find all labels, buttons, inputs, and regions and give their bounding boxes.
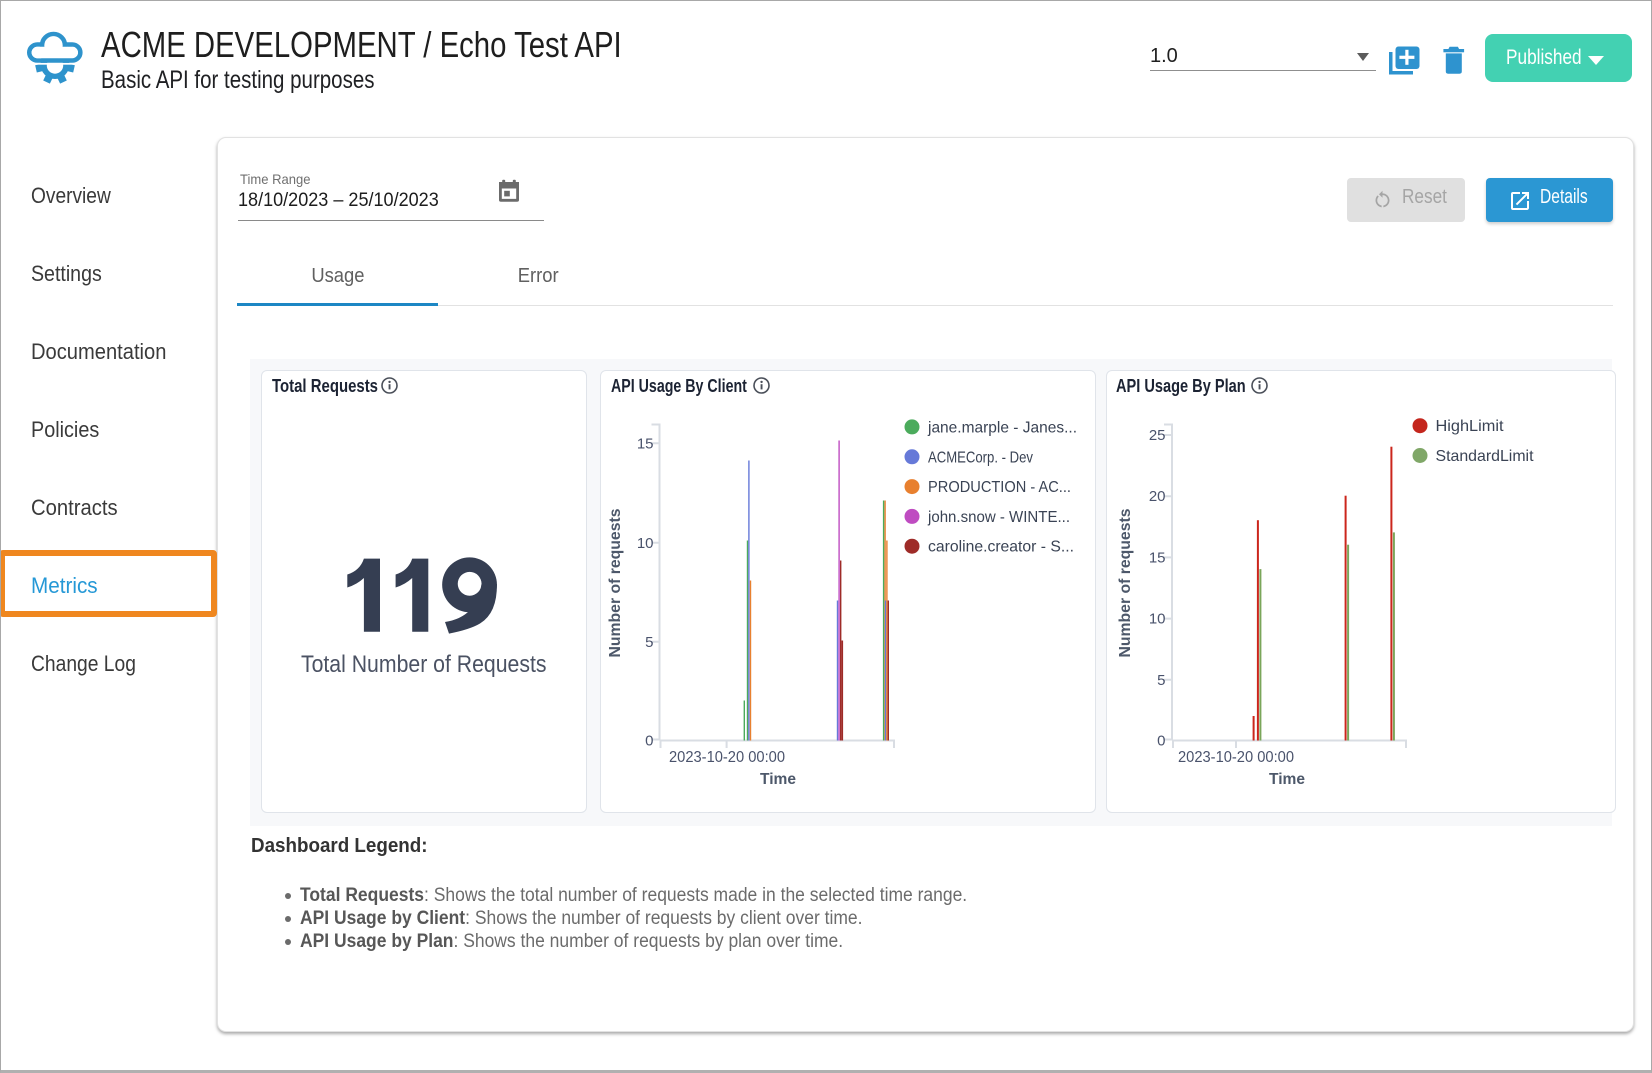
- svg-text:0: 0: [1157, 733, 1165, 750]
- svg-text:2023-10-20 00:00: 2023-10-20 00:00: [1178, 749, 1294, 766]
- svg-text:PRODUCTION - AC...: PRODUCTION - AC...: [928, 479, 1071, 496]
- svg-text:15: 15: [1149, 549, 1166, 566]
- svg-text:Time: Time: [760, 771, 796, 788]
- svg-text:john.snow - WINTE...: john.snow - WINTE...: [927, 509, 1070, 526]
- svg-text:HighLimit: HighLimit: [1436, 418, 1505, 435]
- svg-text:2023-10-20 00:00: 2023-10-20 00:00: [669, 749, 785, 766]
- svg-text:StandardLimit: StandardLimit: [1436, 448, 1535, 465]
- svg-text:10: 10: [1149, 611, 1166, 628]
- svg-text:5: 5: [1157, 672, 1165, 689]
- svg-text:25: 25: [1149, 427, 1166, 444]
- svg-text:Number of requests: Number of requests: [607, 508, 624, 657]
- svg-text:0: 0: [645, 733, 653, 750]
- svg-text:10: 10: [637, 535, 654, 552]
- svg-text:ACMECorp. - Dev: ACMECorp. - Dev: [928, 449, 1033, 466]
- svg-text:jane.marple - Janes...: jane.marple - Janes...: [927, 419, 1077, 436]
- svg-text:Time: Time: [1269, 771, 1305, 788]
- svg-text:5: 5: [645, 634, 653, 651]
- svg-text:Number of requests: Number of requests: [1117, 508, 1134, 657]
- svg-text:20: 20: [1149, 488, 1166, 505]
- svg-text:caroline.creator - S...: caroline.creator - S...: [928, 539, 1074, 556]
- svg-text:15: 15: [637, 435, 654, 452]
